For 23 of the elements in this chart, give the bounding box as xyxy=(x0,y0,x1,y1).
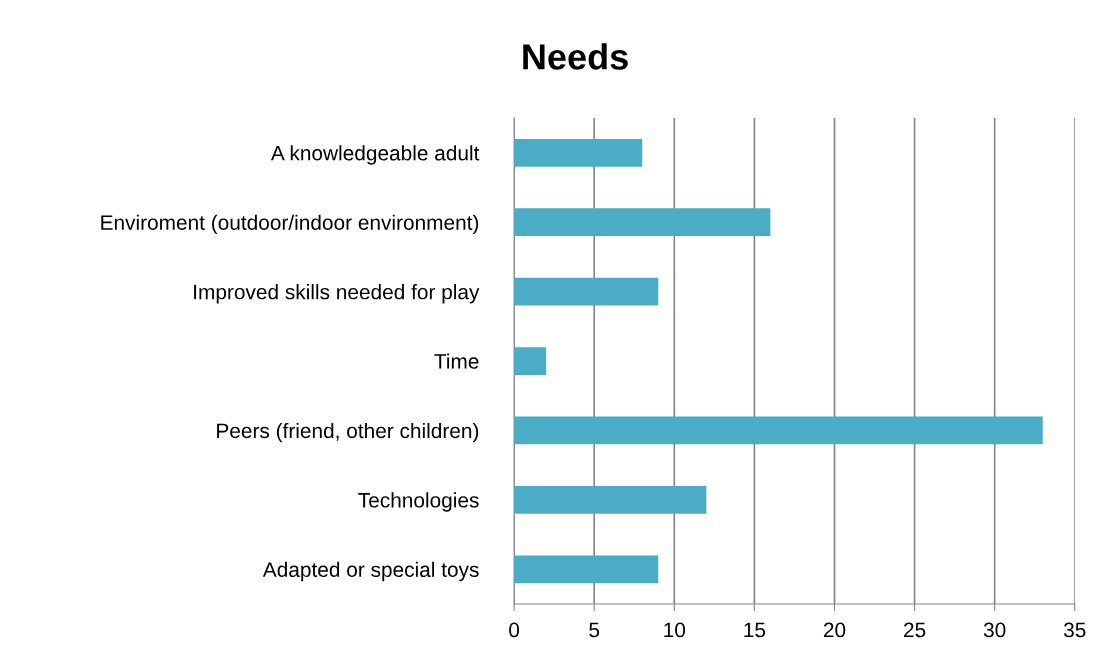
y-tick-label: Technologies xyxy=(358,492,479,512)
y-tick-label: A knowledgeable adult xyxy=(270,145,480,165)
x-tick-label: 5 xyxy=(589,622,600,638)
bar xyxy=(514,347,547,375)
bar xyxy=(514,138,643,167)
x-tick-label: 0 xyxy=(509,622,520,638)
bar xyxy=(514,208,771,237)
x-tick-label: 20 xyxy=(823,622,846,638)
x-tick-label: 35 xyxy=(1063,622,1086,638)
bar xyxy=(514,555,659,584)
x-tick-label: 15 xyxy=(744,622,766,638)
x-tick-label: 25 xyxy=(904,622,926,638)
y-tick-label: Time xyxy=(434,353,479,369)
y-tick-label: Enviroment (outdoor/indoor environment) xyxy=(101,214,479,235)
y-tick-label: Adapted or special toys xyxy=(262,561,479,582)
x-tick-label: 10 xyxy=(664,622,686,638)
bar xyxy=(514,277,659,306)
chart-title: Needs xyxy=(523,43,628,70)
bar xyxy=(514,416,1043,445)
bar xyxy=(514,485,707,514)
y-tick-label: Improved skills needed for play xyxy=(194,284,480,304)
y-tick-label: Peers (friend, other children) xyxy=(217,422,479,443)
x-tick-label: 30 xyxy=(983,622,1006,638)
